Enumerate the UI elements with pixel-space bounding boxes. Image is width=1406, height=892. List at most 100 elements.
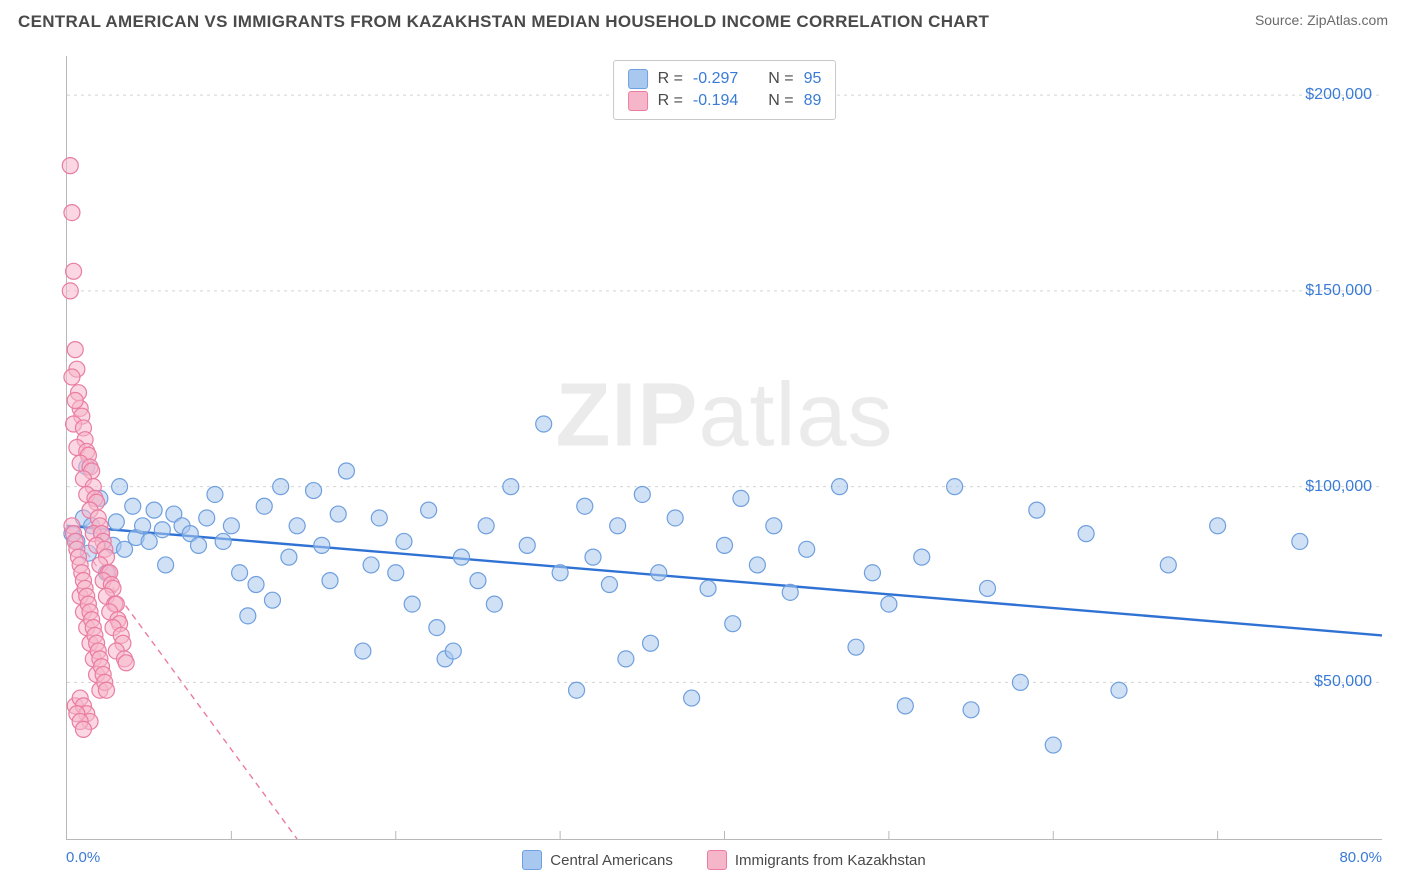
data-point-central_americans: [1111, 682, 1127, 698]
data-point-central_americans: [1292, 533, 1308, 549]
data-point-central_americans: [146, 502, 162, 518]
data-point-central_americans: [980, 580, 996, 596]
data-point-central_americans: [799, 541, 815, 557]
data-point-central_americans: [429, 620, 445, 636]
data-point-central_americans: [1210, 518, 1226, 534]
data-point-central_americans: [536, 416, 552, 432]
data-point-central_americans: [832, 479, 848, 495]
data-point-central_americans: [651, 565, 667, 581]
y-tick-label: $100,000: [1305, 478, 1372, 496]
data-point-central_americans: [725, 616, 741, 632]
data-point-central_americans: [478, 518, 494, 534]
data-point-central_americans: [273, 479, 289, 495]
legend-swatch-kazakhstan: [628, 91, 648, 111]
header: CENTRAL AMERICAN VS IMMIGRANTS FROM KAZA…: [0, 0, 1406, 38]
y-tick-label: $50,000: [1314, 673, 1372, 691]
data-point-central_americans: [388, 565, 404, 581]
data-point-central_americans: [112, 479, 128, 495]
data-point-central_americans: [355, 643, 371, 659]
source-prefix: Source:: [1255, 12, 1307, 28]
data-point-central_americans: [154, 522, 170, 538]
data-point-central_americans: [314, 537, 330, 553]
correlation-row-2: R = -0.194 N = 89: [628, 91, 822, 111]
data-point-central_americans: [445, 643, 461, 659]
data-point-central_americans: [223, 518, 239, 534]
data-point-central_americans: [396, 533, 412, 549]
x-axis-area: Central Americans Immigrants from Kazakh…: [66, 842, 1382, 880]
n-value-2: 89: [804, 92, 822, 110]
n-value-1: 95: [804, 70, 822, 88]
x-tick-label: 80.0%: [1339, 849, 1382, 866]
data-point-central_americans: [700, 580, 716, 596]
data-point-central_americans: [330, 506, 346, 522]
data-point-central_americans: [338, 463, 354, 479]
data-point-central_americans: [264, 592, 280, 608]
data-point-kazakhstan: [66, 263, 82, 279]
correlation-legend: R = -0.297 N = 95 R = -0.194 N = 89: [613, 60, 837, 120]
legend-swatch-central: [628, 69, 648, 89]
data-point-central_americans: [404, 596, 420, 612]
series-legend: Central Americans Immigrants from Kazakh…: [66, 850, 1382, 870]
chart-container: Median Household Income ZIPatlas R = -0.…: [18, 46, 1388, 880]
data-point-central_americans: [577, 498, 593, 514]
data-point-kazakhstan: [62, 283, 78, 299]
data-point-central_americans: [486, 596, 502, 612]
swatch-central-icon: [522, 850, 542, 870]
swatch-kazakhstan-icon: [707, 850, 727, 870]
data-point-central_americans: [766, 518, 782, 534]
r-label-2: R =: [658, 92, 683, 110]
data-point-central_americans: [470, 573, 486, 589]
r-value-1: -0.297: [693, 70, 738, 88]
data-point-central_americans: [248, 577, 264, 593]
data-point-central_americans: [569, 682, 585, 698]
data-point-kazakhstan: [67, 393, 83, 409]
source-link[interactable]: ZipAtlas.com: [1307, 12, 1388, 28]
data-point-central_americans: [552, 565, 568, 581]
data-point-kazakhstan: [75, 721, 91, 737]
data-point-central_americans: [717, 537, 733, 553]
data-point-central_americans: [199, 510, 215, 526]
data-point-central_americans: [618, 651, 634, 667]
y-tick-label: $200,000: [1305, 86, 1372, 104]
data-point-central_americans: [256, 498, 272, 514]
data-point-kazakhstan: [64, 205, 80, 221]
data-point-central_americans: [733, 490, 749, 506]
data-point-central_americans: [1160, 557, 1176, 573]
data-point-central_americans: [363, 557, 379, 573]
r-value-2: -0.194: [693, 92, 738, 110]
data-point-central_americans: [306, 483, 322, 499]
data-point-central_americans: [191, 537, 207, 553]
data-point-central_americans: [158, 557, 174, 573]
data-point-central_americans: [585, 549, 601, 565]
data-point-central_americans: [240, 608, 256, 624]
data-point-kazakhstan: [64, 369, 80, 385]
data-point-central_americans: [371, 510, 387, 526]
data-point-central_americans: [141, 533, 157, 549]
data-point-central_americans: [289, 518, 305, 534]
data-point-central_americans: [421, 502, 437, 518]
data-point-central_americans: [1012, 674, 1028, 690]
n-label-1: N =: [768, 70, 793, 88]
plot-area: ZIPatlas R = -0.297 N = 95 R = -0.194 N …: [66, 56, 1382, 840]
data-point-central_americans: [125, 498, 141, 514]
data-point-central_americans: [207, 486, 223, 502]
data-point-central_americans: [947, 479, 963, 495]
x-tick-label: 0.0%: [66, 849, 100, 866]
legend-label-kazakhstan: Immigrants from Kazakhstan: [735, 852, 926, 869]
data-point-central_americans: [897, 698, 913, 714]
data-point-kazakhstan: [67, 342, 83, 358]
r-label-1: R =: [658, 70, 683, 88]
data-point-central_americans: [322, 573, 338, 589]
data-point-central_americans: [782, 584, 798, 600]
data-point-central_americans: [610, 518, 626, 534]
data-point-central_americans: [135, 518, 151, 534]
correlation-row-1: R = -0.297 N = 95: [628, 69, 822, 89]
legend-label-central: Central Americans: [550, 852, 673, 869]
chart-title: CENTRAL AMERICAN VS IMMIGRANTS FROM KAZA…: [18, 12, 989, 32]
data-point-central_americans: [684, 690, 700, 706]
n-label-2: N =: [768, 92, 793, 110]
data-point-central_americans: [454, 549, 470, 565]
data-point-central_americans: [963, 702, 979, 718]
data-point-central_americans: [1029, 502, 1045, 518]
data-point-central_americans: [1045, 737, 1061, 753]
